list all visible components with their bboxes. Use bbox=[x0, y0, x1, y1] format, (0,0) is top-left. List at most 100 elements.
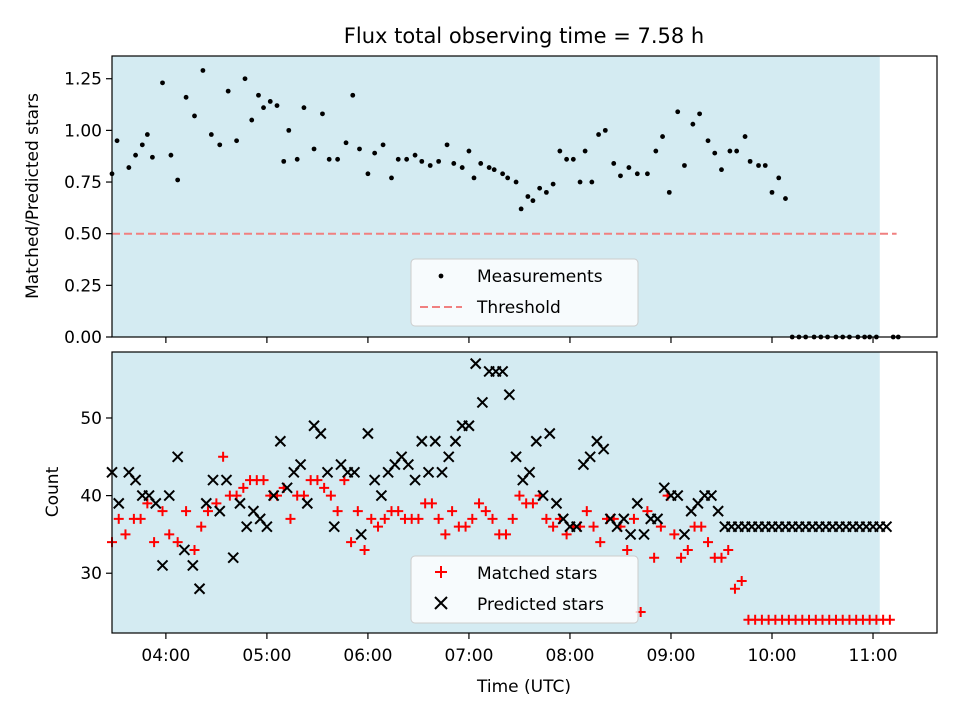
matched-star-point bbox=[467, 513, 478, 524]
predicted-star-point bbox=[328, 520, 340, 533]
measurement-point bbox=[557, 148, 563, 154]
measurement-point bbox=[466, 148, 472, 154]
predicted-star-point bbox=[651, 513, 664, 525]
x-axis-label: Time (UTC) bbox=[476, 677, 571, 697]
measurement-point bbox=[589, 179, 595, 185]
predicted-star-point bbox=[436, 466, 448, 479]
predicted-star-point bbox=[129, 474, 142, 486]
measurement-point bbox=[389, 175, 394, 181]
measurement-point bbox=[582, 148, 588, 154]
measurement-point bbox=[675, 109, 681, 115]
matched-star-point bbox=[135, 513, 146, 524]
matched-star-point bbox=[325, 490, 336, 501]
measurement-point bbox=[357, 146, 362, 152]
measurement-point bbox=[234, 138, 239, 144]
measurement-point bbox=[660, 134, 665, 139]
matched-star-point bbox=[514, 490, 525, 501]
predicted-star-point bbox=[234, 497, 246, 510]
matched-star-point bbox=[581, 506, 592, 517]
predicted-star-point bbox=[362, 427, 374, 440]
measurement-point bbox=[225, 88, 231, 94]
measurement-point bbox=[697, 111, 703, 117]
predicted-star-point bbox=[624, 528, 637, 541]
matched-star-point bbox=[426, 498, 437, 509]
matched-star-point bbox=[196, 521, 207, 532]
matched-star-point bbox=[676, 552, 687, 563]
count-legend: Matched stars Predicted stars bbox=[410, 555, 639, 624]
x-tick-label: 04:00 bbox=[141, 646, 190, 666]
flux-legend: Measurements Threshold bbox=[410, 258, 639, 327]
legend-measurements: Measurements bbox=[477, 267, 603, 287]
measurement-point bbox=[577, 179, 583, 185]
predicted-star-point bbox=[368, 474, 381, 486]
measurement-point bbox=[436, 158, 442, 164]
predicted-star-point bbox=[294, 458, 307, 471]
measurement-point bbox=[326, 156, 332, 162]
measurement-point bbox=[459, 165, 465, 170]
matched-star-point bbox=[884, 614, 895, 625]
predicted-star-point bbox=[678, 528, 691, 541]
predicted-star-point bbox=[443, 451, 455, 463]
legend-predicted: Predicted stars bbox=[477, 595, 604, 615]
predicted-star-point bbox=[880, 520, 893, 533]
matched-star-point bbox=[172, 537, 183, 548]
predicted-star-point bbox=[178, 544, 191, 556]
predicted-star-point bbox=[530, 435, 542, 447]
matched-star-point bbox=[366, 513, 377, 524]
predicted-star-point bbox=[214, 505, 226, 517]
flux-ratio-panel: 0.00 0.25 0.50 0.75 1.00 1.25 Matched/Predict… bbox=[23, 55, 938, 348]
predicted-star-point bbox=[496, 365, 509, 378]
measurement-point bbox=[530, 198, 536, 204]
matched-star-point bbox=[500, 529, 511, 540]
y-tick-label: 0.50 bbox=[64, 225, 102, 245]
measurement-point bbox=[126, 165, 132, 170]
legend-dot-marker bbox=[438, 273, 444, 279]
predicted-star-point bbox=[409, 474, 421, 486]
measurement-point bbox=[611, 161, 617, 166]
measurement-point bbox=[653, 148, 659, 154]
matched-star-point bbox=[487, 513, 498, 524]
predicted-star-point bbox=[597, 443, 610, 455]
matched-star-point bbox=[474, 498, 485, 509]
measurement-point bbox=[727, 148, 733, 154]
measurement-point bbox=[626, 165, 632, 170]
predicted-star-point bbox=[631, 497, 644, 510]
x-tick-label: 05:00 bbox=[242, 646, 291, 666]
measurement-point bbox=[183, 94, 189, 100]
predicted-star-point bbox=[537, 489, 549, 502]
matched-star-point bbox=[460, 521, 471, 532]
measurement-point bbox=[602, 127, 608, 133]
measurement-point bbox=[783, 196, 788, 201]
matched-star-point bbox=[649, 552, 660, 563]
matched-star-point bbox=[628, 513, 639, 524]
matched-star-point bbox=[440, 529, 451, 540]
predicted-star-point bbox=[301, 497, 314, 510]
legend-matched: Matched stars bbox=[477, 564, 597, 584]
matched-star-point bbox=[595, 537, 606, 548]
measurement-point bbox=[274, 103, 280, 108]
predicted-star-point bbox=[429, 435, 441, 447]
measurement-point bbox=[144, 132, 150, 137]
measurement-point bbox=[139, 142, 145, 148]
matched-star-point bbox=[285, 513, 296, 524]
matched-star-point bbox=[696, 521, 707, 532]
predicted-star-point bbox=[705, 489, 718, 502]
legend-box bbox=[410, 258, 639, 327]
measurement-point bbox=[320, 111, 325, 117]
measurement-point bbox=[281, 158, 287, 164]
matched-star-point bbox=[669, 529, 680, 540]
matched-star-point bbox=[723, 544, 734, 555]
predicted-star-point bbox=[375, 489, 388, 502]
measurement-point bbox=[365, 171, 371, 177]
matched-star-point bbox=[258, 475, 269, 486]
x-tick-label: 11:00 bbox=[849, 646, 898, 666]
predicted-star-point bbox=[261, 520, 273, 533]
measurement-point bbox=[550, 181, 556, 187]
measurement-point bbox=[518, 206, 524, 212]
measurement-point bbox=[500, 171, 506, 177]
predicted-star-point bbox=[618, 513, 630, 525]
measurement-point bbox=[133, 152, 138, 158]
matched-star-point bbox=[149, 537, 160, 548]
count-y-axis-label: Count bbox=[43, 466, 63, 517]
